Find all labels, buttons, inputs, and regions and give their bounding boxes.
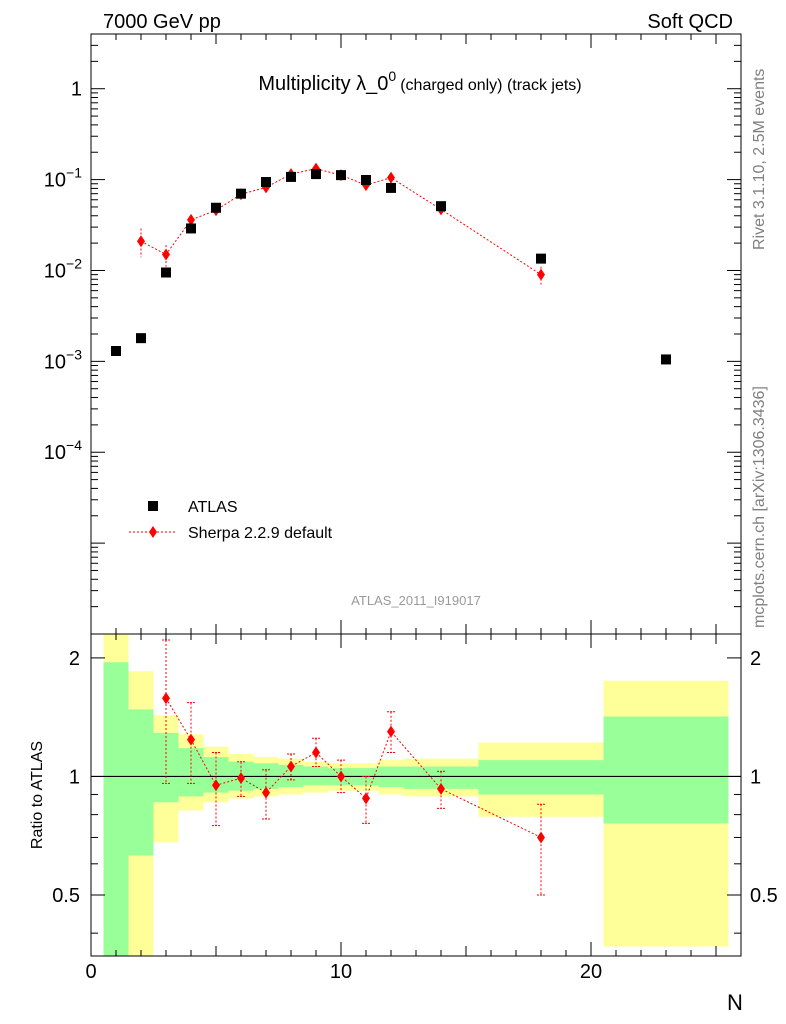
- x-tick-label: 20: [580, 961, 602, 983]
- ratio-point: [312, 746, 320, 759]
- ratio-point: [262, 786, 270, 799]
- analysis-id: ATLAS_2011_I919017: [351, 593, 481, 608]
- x-tick-label: 10: [330, 961, 352, 983]
- ratio-y-tick-label-left: 1: [69, 766, 80, 788]
- ratio-line: [165, 697, 542, 838]
- main-y-tick-label: 1: [71, 79, 82, 101]
- atlas-point: [661, 354, 671, 365]
- main-panel-content: [111, 162, 671, 365]
- atlas-point: [386, 182, 396, 193]
- main-y-tick-label: 10−1: [44, 165, 82, 192]
- ratio-y-tick-label-left: 2: [69, 648, 80, 670]
- ratio-point: [337, 770, 345, 783]
- atlas-point: [111, 346, 121, 357]
- ratio-band-green-13: [478, 760, 604, 795]
- rivet-version-label: Rivet 3.1.10, 2.5M events: [751, 69, 768, 250]
- ratio-point: [187, 733, 195, 746]
- ratio-point: [437, 782, 445, 795]
- main-y-tick-label: 10−3: [44, 346, 82, 373]
- ratio-y-tick-label-left: 0.5: [52, 885, 80, 907]
- atlas-point: [361, 174, 371, 185]
- axes: 0 10 20 1 10−1 10−2 10−3 10−4 2 2 1 1 0.5 0.5: [44, 33, 778, 983]
- atlas-point: [311, 169, 321, 180]
- legend-marker-sherpa: [149, 526, 157, 538]
- ratio-y-tick-label-right: 0.5: [750, 885, 778, 907]
- atlas-point: [536, 253, 546, 264]
- atlas-point: [211, 202, 221, 213]
- main-y-tick-label: 10−2: [44, 255, 82, 282]
- x-tick-label: 0: [85, 961, 96, 983]
- sherpa-point: [537, 268, 545, 281]
- ratio-point: [537, 831, 545, 844]
- legend-label: Sherpa 2.2.9 default: [188, 525, 333, 542]
- ratio-band-green-1: [128, 709, 154, 856]
- sherpa-point: [387, 171, 395, 184]
- atlas-point: [261, 177, 271, 188]
- atlas-point: [286, 171, 296, 182]
- sherpa-point: [162, 248, 170, 261]
- atlas-point: [186, 223, 196, 234]
- ratio-point: [387, 725, 395, 738]
- ratio-y-axis-label: Ratio to ATLAS: [29, 741, 46, 849]
- legend: ATLAS Sherpa 2.2.9 default: [129, 499, 333, 542]
- category-label: Soft QCD: [647, 11, 733, 33]
- ratio-band-green-2: [153, 732, 179, 803]
- energy-label: 7000 GeV pp: [103, 11, 221, 33]
- main-y-tick-label: 10−4: [44, 437, 82, 464]
- atlas-point: [336, 170, 346, 181]
- ratio-point: [287, 760, 295, 773]
- ratio-point: [162, 692, 170, 705]
- legend-label: ATLAS: [188, 499, 238, 516]
- atlas-point: [161, 267, 171, 278]
- ratio-point: [237, 772, 245, 785]
- chart-title: Multiplicity λ_00(charged only) (track j…: [258, 68, 581, 95]
- source-label: mcplots.cern.ch [arXiv:1306.3436]: [751, 386, 768, 628]
- ratio-band-green-0: [103, 662, 129, 956]
- ratio-band-green-14: [603, 716, 729, 824]
- ratio-y-tick-label-right: 1: [750, 766, 761, 788]
- sherpa-point: [137, 235, 145, 248]
- ratio-y-tick-label-right: 2: [750, 648, 761, 670]
- ratio-band-green-12: [403, 766, 479, 789]
- ratio-panel-content: [91, 634, 741, 956]
- ratio-point: [212, 779, 220, 792]
- main-frame: [90, 33, 742, 635]
- atlas-point: [236, 188, 246, 199]
- sherpa-line: [140, 168, 542, 276]
- x-axis-label: N: [727, 990, 743, 1015]
- sherpa-point: [187, 213, 195, 226]
- atlas-point: [136, 333, 146, 344]
- atlas-point: [436, 201, 446, 212]
- legend-marker-atlas: [148, 501, 158, 511]
- ratio-point: [362, 792, 370, 805]
